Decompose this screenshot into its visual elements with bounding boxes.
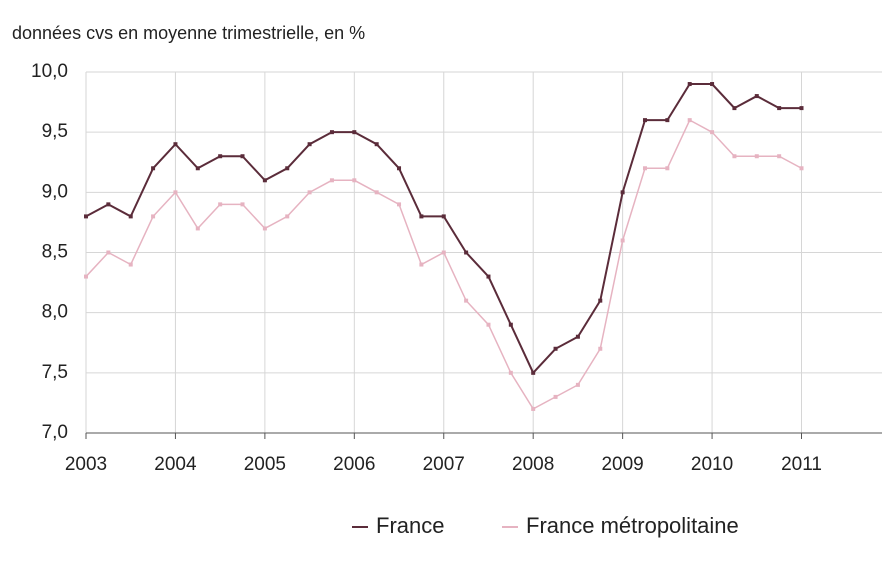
x-tick-label: 2010 xyxy=(691,454,733,475)
point xyxy=(665,118,670,123)
point xyxy=(307,142,312,147)
y-tick-label: 8,0 xyxy=(42,302,68,323)
y-tick-label: 9,5 xyxy=(42,121,68,142)
point xyxy=(531,406,536,411)
point xyxy=(397,166,402,171)
point xyxy=(218,202,223,207)
point xyxy=(240,202,245,207)
point xyxy=(151,214,156,219)
point xyxy=(575,382,580,387)
y-tick-label: 8,5 xyxy=(42,242,68,263)
point xyxy=(441,214,446,219)
point xyxy=(419,262,424,267)
point xyxy=(285,166,290,171)
x-tick-label: 2004 xyxy=(154,454,197,475)
point xyxy=(777,106,782,111)
legend-label: France xyxy=(376,513,444,538)
point xyxy=(307,190,312,195)
point xyxy=(240,154,245,159)
x-tick-label: 2007 xyxy=(423,454,465,475)
x-tick-label: 2011 xyxy=(781,454,822,475)
point xyxy=(464,250,469,255)
y-tick-label: 9,0 xyxy=(42,181,68,202)
point xyxy=(754,94,759,99)
point xyxy=(84,274,88,279)
point xyxy=(397,202,402,207)
point xyxy=(84,214,88,219)
point xyxy=(687,82,692,87)
point xyxy=(710,130,715,135)
point xyxy=(128,262,133,267)
point xyxy=(553,346,558,351)
point xyxy=(732,106,737,111)
x-tick-label: 2003 xyxy=(65,454,107,475)
point xyxy=(419,214,424,219)
point xyxy=(195,226,200,231)
point xyxy=(374,142,379,147)
point xyxy=(486,322,491,327)
legend-label: France métropolitaine xyxy=(526,513,739,538)
point xyxy=(285,214,290,219)
point xyxy=(128,214,133,219)
y-tick-label: 10,0 xyxy=(31,61,68,82)
point xyxy=(374,190,379,195)
y-tick-label: 7,5 xyxy=(42,362,68,383)
point xyxy=(195,166,200,171)
point xyxy=(598,346,603,351)
point xyxy=(799,166,804,171)
x-tick-label: 2008 xyxy=(512,454,554,475)
point xyxy=(352,130,357,135)
point xyxy=(642,166,647,171)
point xyxy=(352,178,357,183)
point xyxy=(575,334,580,339)
point xyxy=(151,166,156,171)
point xyxy=(329,178,334,183)
x-tick-label: 2009 xyxy=(601,454,643,475)
point xyxy=(799,106,804,111)
point xyxy=(710,82,715,87)
point xyxy=(441,250,446,255)
point xyxy=(777,154,782,159)
point xyxy=(486,274,491,279)
y-tick-label: 7,0 xyxy=(42,422,68,443)
point xyxy=(329,130,334,135)
x-tick-label: 2005 xyxy=(244,454,286,475)
point xyxy=(754,154,759,159)
point xyxy=(508,322,513,327)
point xyxy=(665,166,670,171)
point xyxy=(173,190,178,195)
chart-title: données cvs en moyenne trimestrielle, en… xyxy=(12,23,365,43)
point xyxy=(262,226,267,231)
point xyxy=(687,118,692,123)
point xyxy=(173,142,178,147)
point xyxy=(531,370,536,375)
point xyxy=(218,154,223,159)
point xyxy=(508,370,513,375)
point xyxy=(598,298,603,303)
x-tick-label: 2006 xyxy=(333,454,375,475)
point xyxy=(620,190,625,195)
point xyxy=(262,178,267,183)
point xyxy=(620,238,625,243)
point xyxy=(553,394,558,399)
point xyxy=(642,118,647,123)
point xyxy=(106,250,111,255)
point xyxy=(732,154,737,159)
point xyxy=(106,202,111,207)
point xyxy=(464,298,469,303)
